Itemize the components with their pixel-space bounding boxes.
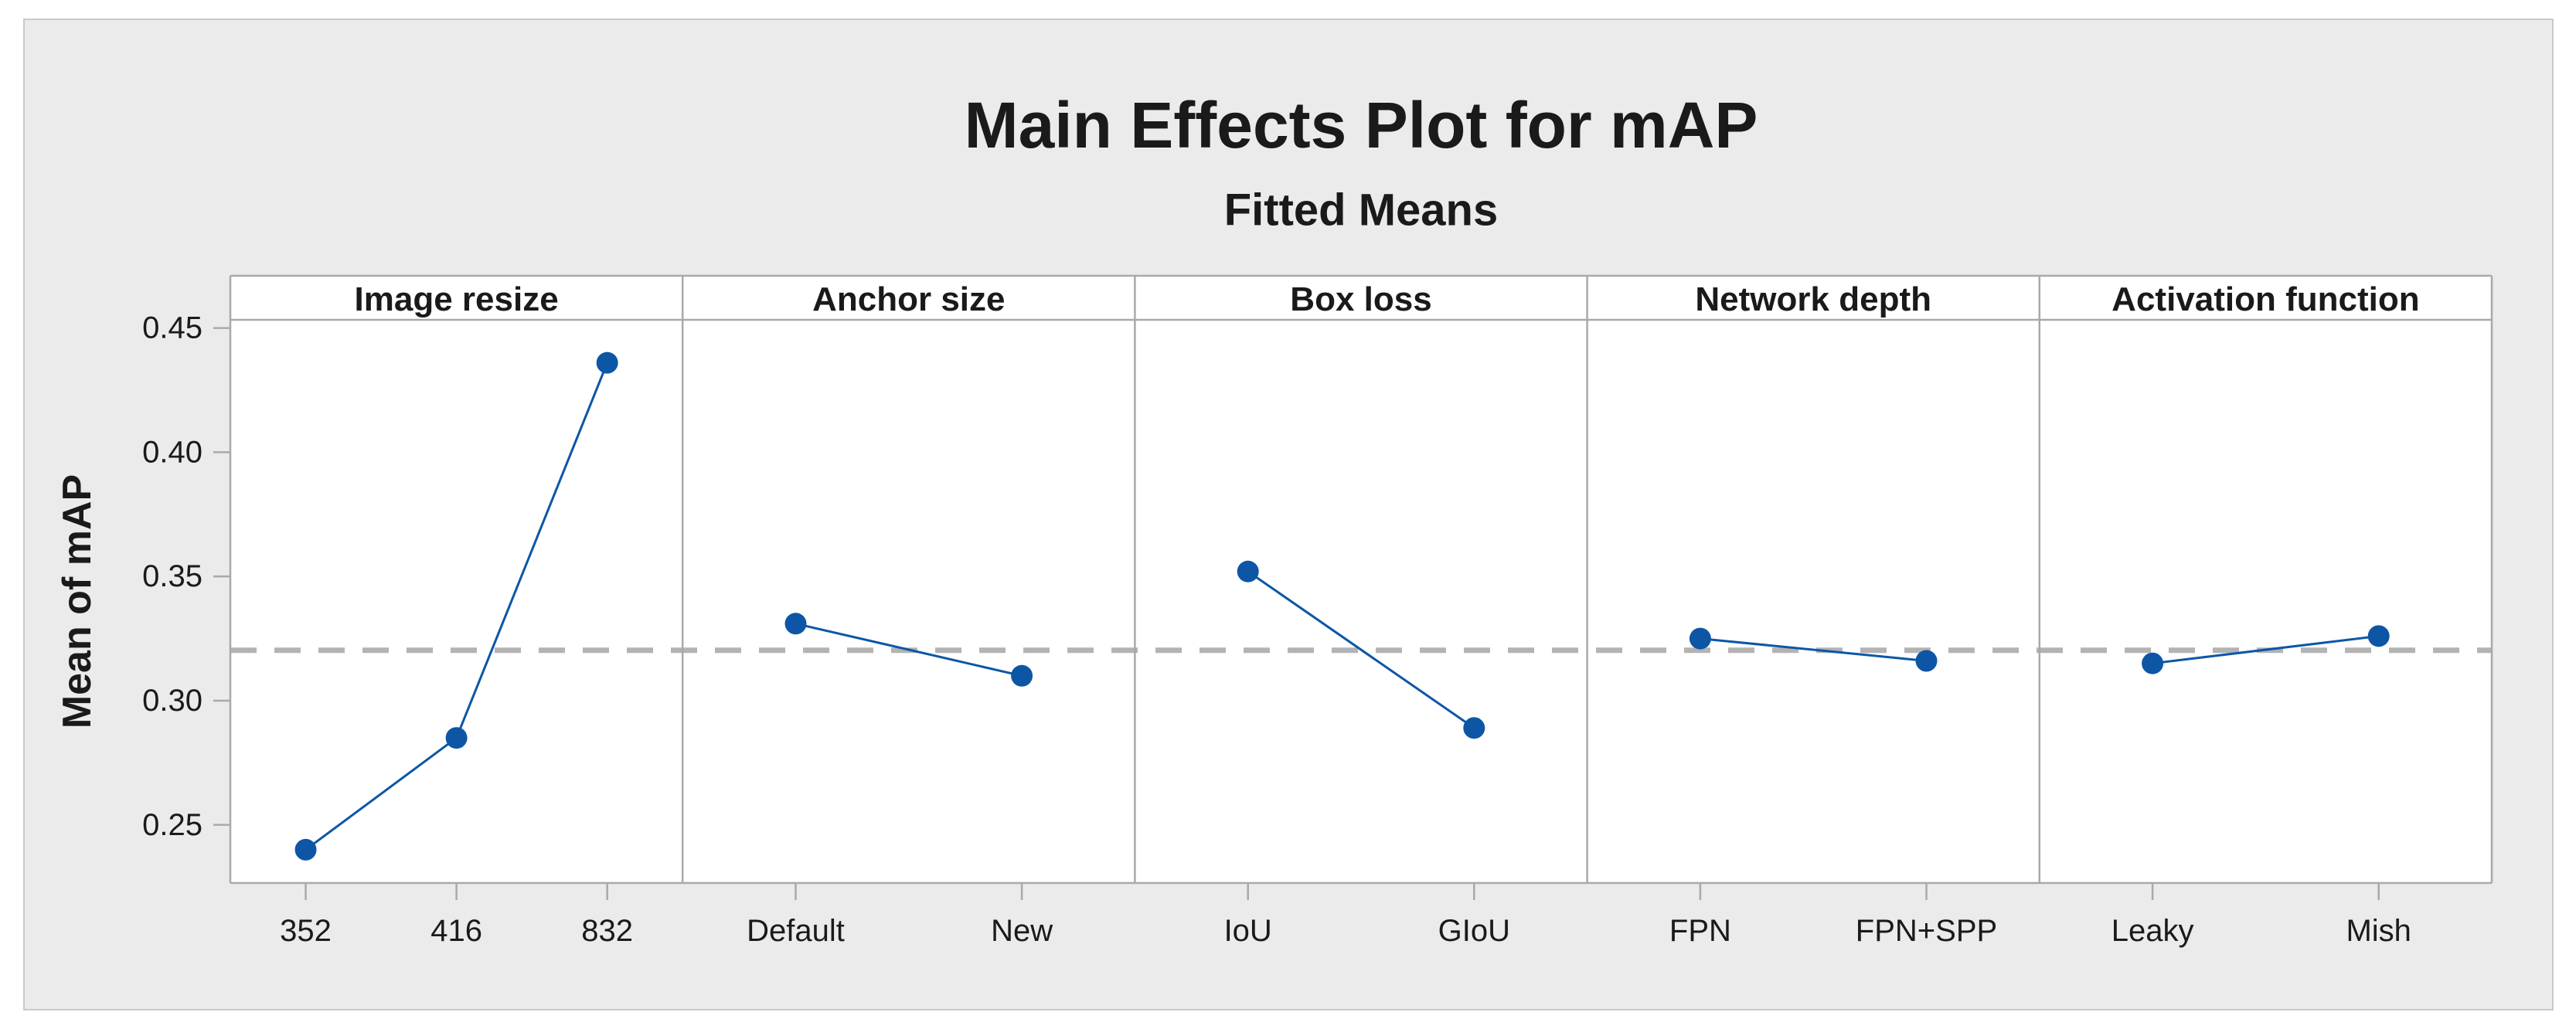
x-tick-label: Default: [747, 914, 845, 948]
x-tick-label: 832: [581, 914, 633, 948]
y-tick-label: 0.45: [142, 311, 202, 345]
x-tick-label: Mish: [2346, 914, 2411, 948]
chart-title: Main Effects Plot for mAP: [965, 89, 1758, 161]
y-tick-label: 0.35: [142, 559, 202, 593]
panel-header-label: Activation function: [2112, 280, 2419, 318]
panel-header-label: Anchor size: [812, 280, 1005, 318]
series-line: [795, 622, 1023, 678]
panel-header-label: Network depth: [1695, 280, 1931, 318]
x-tick-label: 352: [280, 914, 332, 948]
panel-header-label: Box loss: [1290, 280, 1431, 318]
data-point: [1915, 650, 1938, 672]
data-point: [1237, 560, 1259, 582]
data-point: [1463, 717, 1485, 739]
data-point: [2142, 652, 2164, 674]
y-tick-label: 0.30: [142, 684, 202, 718]
y-tick-label: 0.25: [142, 808, 202, 842]
y-axis-label: Mean of mAP: [55, 474, 100, 728]
data-point: [2367, 625, 2390, 647]
x-tick-label: New: [991, 914, 1053, 948]
x-tick-label: Leaky: [2112, 914, 2194, 948]
data-point: [1011, 664, 1033, 687]
series-line: [1700, 637, 1927, 663]
data-point: [784, 613, 807, 635]
data-point: [1689, 627, 1711, 650]
series-line: [2152, 634, 2379, 665]
data-point: [596, 351, 618, 374]
x-tick-label: FPN+SPP: [1856, 914, 1997, 948]
x-tick-label: 416: [430, 914, 482, 948]
y-tick-label: 0.40: [142, 435, 202, 469]
data-point: [445, 727, 468, 749]
x-tick-label: GIoU: [1438, 914, 1510, 948]
data-point: [294, 838, 317, 861]
chart-subtitle: Fitted Means: [1224, 185, 1499, 236]
x-tick-label: IoU: [1224, 914, 1272, 948]
panel-header-label: Image resize: [355, 280, 559, 318]
plot-background: [230, 276, 2492, 883]
series-line: [1247, 570, 1475, 729]
x-tick-label: FPN: [1669, 914, 1731, 948]
